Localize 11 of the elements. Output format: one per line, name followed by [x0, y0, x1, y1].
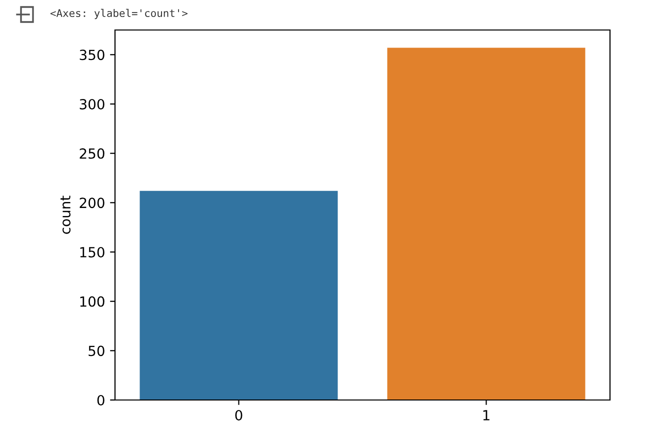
y-tick-label: 300	[80, 98, 104, 110]
y-axis-title: count	[60, 196, 71, 234]
y-tick-label: 100	[80, 296, 104, 307]
y-tick-label: 200	[80, 198, 104, 208]
y-tick-label: 350	[80, 50, 104, 60]
text: <Axes: ylabel='count'>	[50, 8, 188, 20]
x-tick-label: 1	[483, 410, 490, 420]
y-tick-label: 250	[80, 148, 104, 159]
y-tick-label: 50	[88, 346, 104, 356]
y-tick-label: 0	[97, 394, 104, 406]
y-tick-label: 150	[80, 246, 104, 258]
